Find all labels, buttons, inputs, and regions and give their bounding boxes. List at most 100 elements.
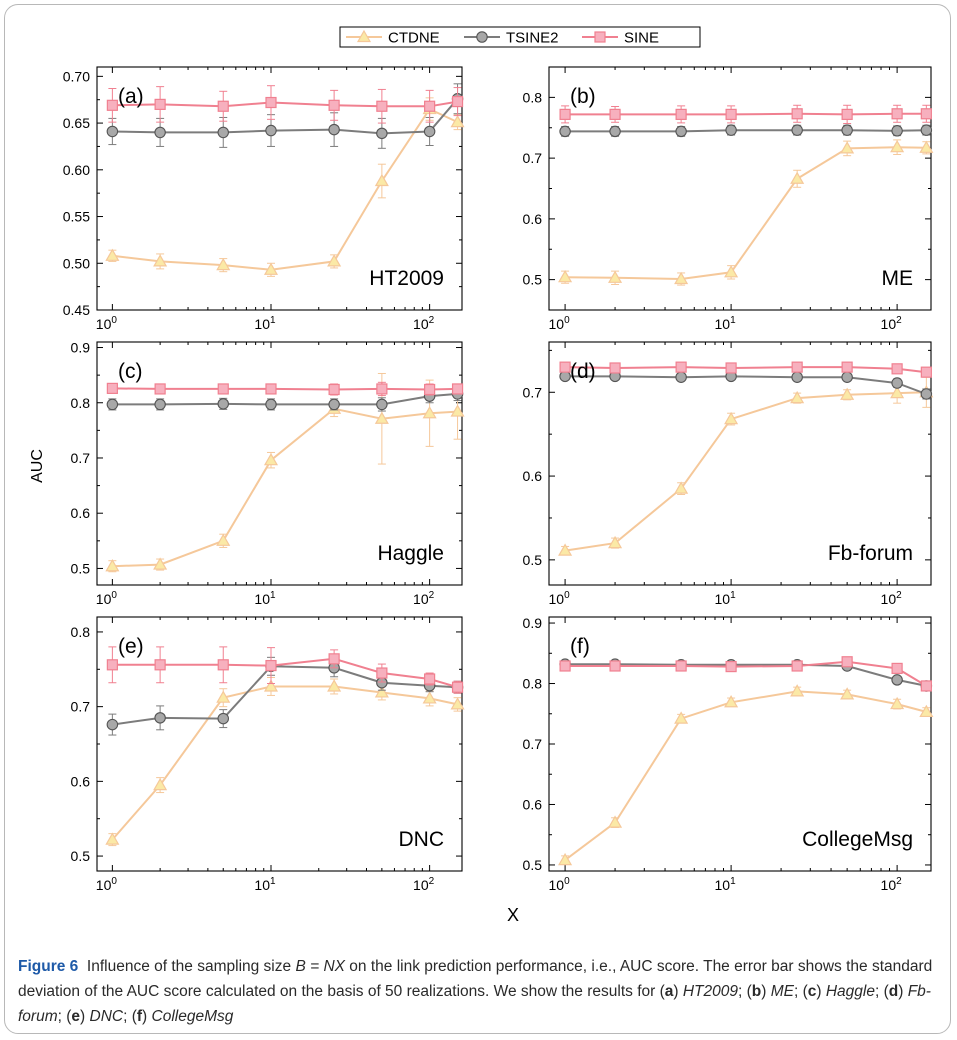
panel-letter: (a) xyxy=(118,85,144,108)
caption-item-letter: d xyxy=(888,983,899,1000)
series-sine xyxy=(106,85,464,124)
panel-letter: (b) xyxy=(570,85,596,108)
y-tick-label: 0.45 xyxy=(63,302,90,318)
data-point xyxy=(376,667,388,679)
y-tick-label: 0.8 xyxy=(523,676,543,692)
data-point xyxy=(891,674,903,686)
data-point xyxy=(374,685,389,698)
data-point xyxy=(891,108,903,120)
data-point xyxy=(890,139,905,153)
series-line xyxy=(565,129,927,133)
data-point xyxy=(217,712,229,725)
series-line xyxy=(112,98,459,135)
data-point xyxy=(841,361,853,373)
panel-letter: (d) xyxy=(570,360,596,383)
legend-marker xyxy=(476,31,488,43)
data-point xyxy=(376,383,388,395)
y-tick-label: 0.9 xyxy=(523,615,543,631)
data-point xyxy=(105,248,120,261)
data-point xyxy=(106,99,118,111)
data-point xyxy=(217,126,229,139)
data-point xyxy=(216,533,231,546)
caption-item-letter: f xyxy=(136,1008,143,1025)
data-point xyxy=(374,173,389,187)
data-point xyxy=(891,363,903,375)
x-axis-label: X xyxy=(507,905,519,925)
data-point xyxy=(608,535,623,549)
data-point xyxy=(328,398,340,411)
data-point xyxy=(840,141,855,154)
x-tick-label: 102 xyxy=(881,590,903,607)
legend: CTDNE TSINE2 SINE xyxy=(339,26,701,48)
data-point xyxy=(153,254,168,267)
data-point xyxy=(558,543,573,556)
data-point xyxy=(674,481,689,494)
data-point xyxy=(217,100,229,112)
series-line xyxy=(565,366,927,374)
figure-frame xyxy=(4,4,951,1034)
data-point xyxy=(840,687,855,700)
data-point xyxy=(265,659,277,672)
data-point xyxy=(154,659,166,671)
data-point xyxy=(890,696,905,710)
y-tick-label: 0.5 xyxy=(71,560,91,576)
series-line xyxy=(565,375,927,395)
y-axis-label: AUC xyxy=(29,449,46,483)
data-point xyxy=(328,653,340,665)
plot-frame xyxy=(96,341,463,586)
x-tick-label: 100 xyxy=(549,315,571,332)
data-point xyxy=(675,361,687,373)
y-tick-label: 0.8 xyxy=(71,624,91,640)
data-point xyxy=(920,124,933,136)
x-tick-label: 101 xyxy=(254,876,276,893)
chart-panel: 100 101 102 0.5 0.6 0.7 0.8 (e) DNC xyxy=(71,616,465,893)
y-tick-label: 0.5 xyxy=(523,552,543,568)
x-tick-label: 100 xyxy=(96,876,118,893)
caption-item-letter: e xyxy=(71,1008,81,1025)
data-point xyxy=(674,271,689,285)
data-point xyxy=(422,691,437,704)
y-tick-label: 0.7 xyxy=(71,450,91,466)
y-tick-label: 0.7 xyxy=(523,736,543,752)
data-point xyxy=(891,125,903,137)
data-point xyxy=(675,371,687,383)
series-line xyxy=(112,657,458,689)
data-point xyxy=(106,718,119,731)
data-point xyxy=(153,557,168,570)
x-tick-label: 102 xyxy=(881,315,903,332)
series-line xyxy=(112,665,458,726)
caption-item-name: ME xyxy=(770,983,794,1000)
data-point xyxy=(265,398,277,411)
series-line xyxy=(565,660,927,687)
data-point xyxy=(376,398,388,411)
data-point xyxy=(374,411,389,424)
y-tick-label: 0.5 xyxy=(71,848,91,864)
data-point xyxy=(558,852,573,866)
y-tick-label: 0.70 xyxy=(63,68,90,84)
dataset-name: Fb-forum xyxy=(828,542,913,565)
series-sine xyxy=(106,381,464,397)
y-tick-label: 0.8 xyxy=(523,89,543,105)
series-tsine2 xyxy=(106,386,464,412)
data-point xyxy=(106,125,119,138)
y-tick-label: 0.6 xyxy=(523,468,543,484)
data-point xyxy=(609,362,621,374)
data-point xyxy=(724,411,739,425)
data-point xyxy=(675,660,687,672)
data-point xyxy=(153,777,168,791)
data-point xyxy=(608,815,623,828)
data-point xyxy=(559,660,571,672)
x-tick-label: 101 xyxy=(715,590,737,607)
y-tick-label: 0.7 xyxy=(71,699,91,715)
data-point xyxy=(675,108,687,120)
data-point xyxy=(559,125,571,138)
series-sine xyxy=(559,104,932,124)
chart-panel: 100 101 102 0.45 0.50 0.55 0.60 0.65 0.70 (a) HT20… xyxy=(63,66,465,332)
data-point xyxy=(217,383,229,395)
data-point xyxy=(154,398,166,411)
series-line xyxy=(565,146,927,281)
data-point xyxy=(791,108,803,120)
x-tick-label: 100 xyxy=(549,876,571,893)
series-line xyxy=(112,100,458,108)
data-point xyxy=(791,361,803,373)
